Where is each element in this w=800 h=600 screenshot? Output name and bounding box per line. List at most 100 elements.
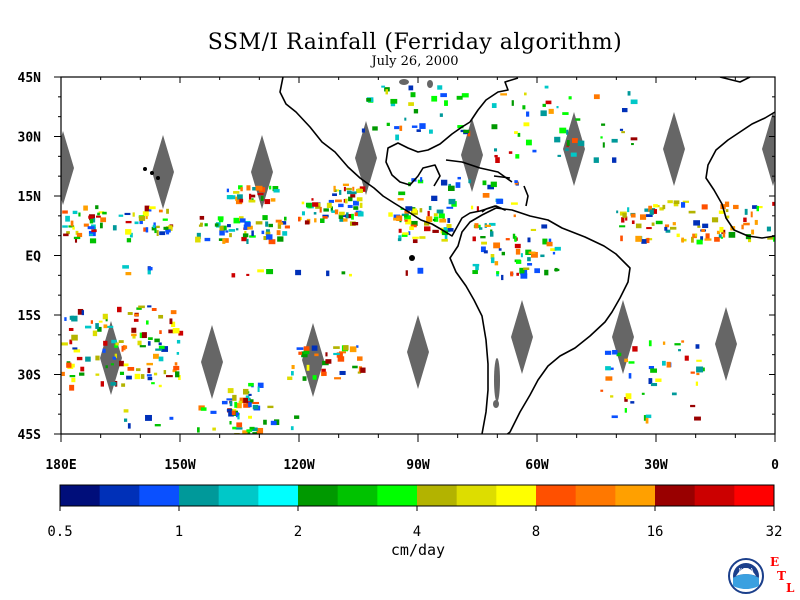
rain-cell xyxy=(342,183,349,187)
rain-cell xyxy=(170,310,177,315)
rain-cell xyxy=(696,239,703,245)
rain-cell xyxy=(398,191,406,196)
rain-cell xyxy=(290,371,294,376)
rain-cell xyxy=(702,223,709,229)
rain-cell xyxy=(484,224,491,227)
rain-cell xyxy=(163,226,169,230)
rain-cell xyxy=(408,102,414,106)
rain-cell xyxy=(514,180,518,184)
rain-cell xyxy=(95,373,100,376)
rain-cell xyxy=(248,193,252,200)
rain-cell xyxy=(115,342,119,346)
rain-cell xyxy=(236,194,243,201)
rain-cell xyxy=(241,236,247,242)
rain-cell xyxy=(557,154,562,157)
rain-cell xyxy=(257,382,264,388)
rain-cell xyxy=(390,102,396,107)
rain-cell xyxy=(250,194,256,198)
rain-cell xyxy=(252,432,257,434)
rain-cell xyxy=(515,260,522,264)
north-america-coastline xyxy=(279,77,506,237)
logo-letter-t: T xyxy=(777,569,786,583)
rain-cell xyxy=(328,199,335,203)
rain-cell xyxy=(71,334,78,341)
lat-label: 45N xyxy=(18,71,42,86)
colorbar-swatch xyxy=(337,485,378,506)
rain-cell xyxy=(89,233,94,236)
rain-cell xyxy=(525,139,532,146)
rain-cell xyxy=(752,205,758,209)
swath-gap xyxy=(100,321,122,395)
rain-cell xyxy=(282,231,288,236)
rain-cell xyxy=(235,196,238,201)
rain-cell xyxy=(235,412,240,418)
rain-cell xyxy=(650,368,657,373)
rain-cell xyxy=(342,345,349,351)
rain-cell xyxy=(333,346,340,349)
rain-cell xyxy=(542,238,548,245)
rain-cell xyxy=(284,225,290,229)
rain-cell xyxy=(163,370,167,375)
rain-cell xyxy=(747,238,752,243)
rain-cell xyxy=(277,223,282,229)
rain-cell xyxy=(494,261,499,266)
rain-cell xyxy=(625,393,632,400)
colorbar-swatch xyxy=(60,485,101,506)
rain-cell xyxy=(252,401,260,404)
rain-cell xyxy=(611,138,618,143)
rain-cell xyxy=(125,272,132,276)
rain-cell xyxy=(556,106,559,109)
rain-cell xyxy=(409,226,414,231)
rain-cell xyxy=(95,205,99,210)
rain-cell xyxy=(178,330,184,336)
rain-cell xyxy=(228,229,236,232)
rain-cell xyxy=(515,248,521,255)
rain-cell xyxy=(95,323,99,329)
swath-gap xyxy=(511,300,533,374)
rain-cell xyxy=(257,193,264,196)
rain-cell xyxy=(239,198,244,203)
rain-cell xyxy=(353,206,359,210)
rain-cell xyxy=(248,402,252,408)
rain-cell xyxy=(277,236,284,242)
rain-cell xyxy=(162,218,168,221)
rain-cell xyxy=(72,347,78,350)
rain-cell xyxy=(339,370,346,375)
rain-cell xyxy=(153,353,159,359)
rain-cell xyxy=(123,345,126,351)
rain-cell xyxy=(648,378,653,385)
rain-cell xyxy=(306,364,310,371)
noaa-icon: NOAA xyxy=(728,558,764,594)
colorbar-swatch xyxy=(456,485,497,506)
rain-cell xyxy=(233,217,241,224)
rain-cell xyxy=(72,210,78,215)
rain-cell xyxy=(326,202,332,208)
rain-cell xyxy=(671,392,677,396)
rain-cell xyxy=(404,215,411,220)
rain-cell xyxy=(112,225,117,231)
rain-cell xyxy=(238,400,242,404)
rain-cell xyxy=(83,205,88,211)
rain-cell xyxy=(559,127,567,134)
rain-cell xyxy=(244,221,251,227)
rain-cell xyxy=(619,225,626,228)
rain-cell xyxy=(412,236,419,239)
rain-cell xyxy=(424,221,430,226)
rain-cell xyxy=(257,386,260,392)
rain-cell xyxy=(102,313,108,320)
rain-cell xyxy=(169,416,174,420)
rain-cell xyxy=(754,219,758,225)
rain-cell xyxy=(147,305,152,308)
rain-cell xyxy=(664,224,670,228)
rain-cell xyxy=(631,220,635,225)
rain-cell xyxy=(243,397,249,403)
rain-cell xyxy=(751,229,755,235)
rain-cell xyxy=(566,140,570,146)
rain-cell xyxy=(91,229,97,233)
rain-cell xyxy=(344,198,348,204)
lat-label: 30N xyxy=(18,131,42,146)
rain-cell xyxy=(461,93,469,98)
rain-cell xyxy=(143,227,148,232)
rain-cell xyxy=(84,325,92,329)
rain-cell xyxy=(664,226,668,231)
